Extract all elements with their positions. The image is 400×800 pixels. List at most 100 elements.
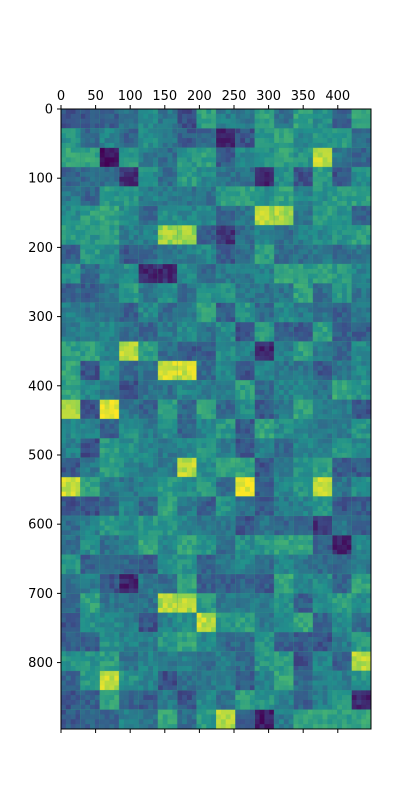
heatmap-tile [61,360,81,381]
heatmap-cell [293,113,299,120]
heatmap-cell [94,389,101,396]
heatmap-cell [366,341,371,347]
heatmap-cell [337,118,343,124]
heatmap-cell [133,356,139,362]
heatmap-cell [254,414,260,420]
heatmap-cell [235,239,241,246]
heatmap-cell [327,360,333,367]
heatmap-cell [264,428,270,434]
heatmap-cell [220,273,227,279]
heatmap-cell [172,365,178,371]
heatmap-cell [254,268,260,275]
heatmap-cell [337,365,343,371]
heatmap-cell [157,167,164,173]
heatmap-tile [99,166,120,187]
heatmap-cell [303,365,309,371]
heatmap-tile [196,360,217,381]
heatmap-cell [123,331,130,338]
heatmap-cell [298,205,304,212]
heatmap-cell [303,394,309,401]
heatmap-cell [143,273,149,279]
heatmap-cell [346,128,353,134]
heatmap-cell [133,234,139,241]
heatmap-cell [196,356,202,362]
heatmap-cell [327,423,333,430]
heatmap-cell [206,176,212,183]
heatmap-cell [216,162,222,168]
heatmap-cell [361,375,367,381]
heatmap-cell [206,404,212,410]
heatmap-cell [351,283,357,289]
heatmap-cell [123,181,130,187]
heatmap-cell [133,133,139,139]
heatmap-cell [341,225,348,231]
heatmap-cell [167,171,173,178]
heatmap-cell [278,123,285,129]
heatmap-cell [327,254,333,260]
heatmap-cell [317,205,323,212]
heatmap-cell [264,312,270,318]
heatmap-cell [153,288,159,294]
heatmap-cell [104,317,110,323]
heatmap-cell [143,239,149,246]
heatmap-cell [75,423,81,430]
heatmap-cell [288,109,294,115]
heatmap-cell [65,123,72,129]
heatmap-cell [191,230,198,236]
heatmap-cell [109,225,115,231]
heatmap-cell [177,128,183,134]
heatmap-cell [341,259,348,265]
heatmap-cell [157,356,164,362]
heatmap-cell [75,259,81,265]
heatmap-cell [346,254,353,260]
heatmap-cell [249,210,256,216]
heatmap-cell [308,162,314,168]
heatmap-cell [94,128,101,134]
heatmap-cell [322,409,328,415]
heatmap-cell [308,356,314,362]
heatmap-cell [133,191,139,197]
heatmap-cell [230,109,236,115]
heatmap-cell [327,225,333,231]
heatmap-cell [182,394,188,401]
heatmap-cell [119,438,125,444]
heatmap-cell [94,278,101,284]
heatmap-cell [312,312,319,318]
heatmap-tile [118,109,139,129]
heatmap-cell [162,380,168,386]
heatmap-cell [143,254,149,260]
heatmap-cell [298,220,304,226]
heatmap-cell [85,268,91,275]
heatmap-cell [230,244,236,250]
heatmap-cell [278,191,285,197]
heatmap-cell [138,326,144,333]
heatmap-cell [341,268,348,275]
heatmap-cell [293,201,299,207]
heatmap-cell [346,215,353,221]
heatmap-tile [99,224,120,246]
heatmap-cell [288,142,294,149]
heatmap-cell [206,288,212,294]
heatmap-cell [327,113,333,120]
heatmap-cell [119,244,125,250]
heatmap-cell [240,326,246,333]
heatmap-cell [186,220,193,226]
heatmap-cell [312,118,319,124]
heatmap-cell [332,394,338,401]
heatmap-tile [118,186,139,207]
heatmap-cell [128,341,135,347]
heatmap-cell [269,205,275,212]
heatmap-cell [332,113,338,120]
heatmap-cell [293,326,299,333]
heatmap-cell [65,409,72,415]
heatmap-cell [162,433,168,439]
heatmap-cell [361,322,367,328]
heatmap-cell [356,171,362,178]
heatmap-cell [162,414,168,420]
heatmap-cell [138,346,144,352]
heatmap-cell [109,419,115,425]
heatmap-cell [206,293,212,299]
heatmap-cell [211,138,217,144]
heatmap-cell [70,244,76,250]
heatmap-cell [90,249,96,255]
